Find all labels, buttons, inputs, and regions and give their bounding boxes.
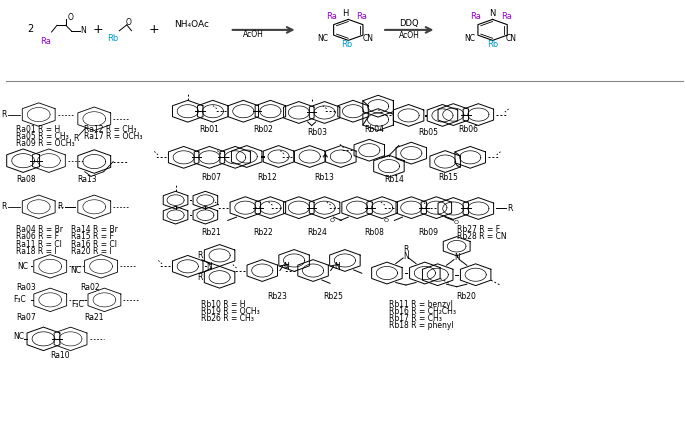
Text: +: + bbox=[149, 23, 159, 36]
Text: Rb10 R = H: Rb10 R = H bbox=[201, 300, 246, 308]
Text: Ra17 R = OCH₃: Ra17 R = OCH₃ bbox=[84, 132, 142, 141]
Text: Ra01 R = H: Ra01 R = H bbox=[16, 125, 60, 134]
Text: Ra10: Ra10 bbox=[50, 351, 70, 360]
Text: NC: NC bbox=[464, 34, 475, 43]
Text: CN: CN bbox=[506, 34, 516, 43]
Text: Rb26 R = CH₃: Rb26 R = CH₃ bbox=[201, 314, 254, 323]
Text: O: O bbox=[67, 13, 73, 22]
Text: Rb: Rb bbox=[340, 40, 352, 49]
Text: Ra18 R = I: Ra18 R = I bbox=[16, 247, 57, 256]
Text: Ra04 R = Br: Ra04 R = Br bbox=[16, 225, 63, 234]
Text: Ra07: Ra07 bbox=[16, 314, 36, 322]
Text: N: N bbox=[488, 9, 495, 19]
Text: Rb21: Rb21 bbox=[201, 228, 221, 237]
Text: Rb07: Rb07 bbox=[201, 173, 221, 182]
Text: Rb03: Rb03 bbox=[308, 128, 327, 137]
Text: Rb14: Rb14 bbox=[384, 175, 404, 184]
Text: R: R bbox=[57, 202, 62, 211]
Text: R: R bbox=[403, 245, 408, 254]
Text: CN: CN bbox=[362, 34, 373, 43]
Text: Rb08: Rb08 bbox=[364, 228, 384, 237]
Text: Rb22: Rb22 bbox=[253, 228, 273, 237]
Text: Rb24: Rb24 bbox=[308, 228, 327, 237]
Text: Rb01: Rb01 bbox=[199, 125, 219, 134]
Text: F₃C: F₃C bbox=[71, 300, 84, 308]
Text: Ra12 R = CH₃: Ra12 R = CH₃ bbox=[84, 125, 136, 134]
Text: N: N bbox=[81, 26, 86, 35]
Text: N: N bbox=[207, 262, 212, 271]
Text: Ra11 R = Cl: Ra11 R = Cl bbox=[16, 240, 62, 249]
Text: Ra21: Ra21 bbox=[84, 314, 103, 322]
Text: NC: NC bbox=[13, 332, 24, 341]
Text: Rb04: Rb04 bbox=[364, 125, 384, 134]
Text: Ra03: Ra03 bbox=[16, 283, 36, 292]
Text: NC: NC bbox=[17, 262, 28, 271]
Text: Rb05: Rb05 bbox=[418, 128, 438, 137]
Text: N: N bbox=[403, 252, 409, 261]
Text: N: N bbox=[334, 262, 340, 271]
Text: Ra05 R = CH₃: Ra05 R = CH₃ bbox=[16, 132, 69, 141]
Text: NH₄OAc: NH₄OAc bbox=[174, 20, 209, 29]
Text: Ra15 R = F: Ra15 R = F bbox=[71, 233, 114, 241]
Text: Ra: Ra bbox=[356, 11, 366, 21]
Text: Ra20 R = I: Ra20 R = I bbox=[71, 247, 111, 256]
Text: Rb15: Rb15 bbox=[438, 173, 458, 182]
Text: R: R bbox=[197, 273, 203, 282]
Text: Rb17 R = CH₃: Rb17 R = CH₃ bbox=[389, 314, 442, 323]
Text: N: N bbox=[453, 254, 460, 262]
Text: Ra: Ra bbox=[326, 11, 337, 21]
Text: Ra09 R = OCH₃: Ra09 R = OCH₃ bbox=[16, 139, 75, 148]
Text: DDQ: DDQ bbox=[399, 19, 419, 28]
Text: R: R bbox=[1, 110, 6, 119]
Text: Ra06 R = F: Ra06 R = F bbox=[16, 233, 60, 241]
Text: F₃C: F₃C bbox=[13, 295, 26, 304]
Text: +: + bbox=[92, 23, 103, 36]
Text: Ra02: Ra02 bbox=[81, 283, 100, 292]
Text: O: O bbox=[454, 219, 459, 225]
Text: Rb25: Rb25 bbox=[323, 292, 343, 301]
Text: N: N bbox=[284, 262, 289, 271]
Text: Ra: Ra bbox=[501, 11, 512, 21]
Text: Rb27 R = F: Rb27 R = F bbox=[457, 225, 500, 234]
Text: R: R bbox=[1, 202, 6, 211]
Text: Ra08: Ra08 bbox=[16, 175, 36, 184]
Text: Rb28 R = CN: Rb28 R = CN bbox=[457, 233, 506, 241]
Text: Ra16 R = Cl: Ra16 R = Cl bbox=[71, 240, 116, 249]
Text: O: O bbox=[384, 218, 389, 223]
Text: Rb11 R = benzyl: Rb11 R = benzyl bbox=[389, 300, 453, 308]
Text: O: O bbox=[329, 218, 335, 223]
Text: Rb06: Rb06 bbox=[459, 125, 479, 134]
Text: Rb13: Rb13 bbox=[314, 173, 334, 182]
Text: Ra14 R = Br: Ra14 R = Br bbox=[71, 225, 117, 234]
Text: O: O bbox=[125, 18, 131, 27]
Text: Ra: Ra bbox=[40, 37, 51, 46]
Text: Rb12: Rb12 bbox=[257, 173, 277, 182]
Text: R: R bbox=[73, 133, 79, 143]
Text: Rb: Rb bbox=[108, 34, 119, 43]
Text: Rb23: Rb23 bbox=[267, 292, 287, 301]
Text: NC: NC bbox=[71, 266, 82, 276]
Text: Rb20: Rb20 bbox=[457, 292, 477, 301]
Text: Rb: Rb bbox=[487, 40, 498, 49]
Text: R: R bbox=[197, 251, 203, 260]
Text: Rb18 R = phenyl: Rb18 R = phenyl bbox=[389, 321, 453, 330]
Text: Ra13: Ra13 bbox=[77, 175, 97, 184]
Text: AcOH: AcOH bbox=[243, 30, 264, 39]
Text: Rb19 R = OCH₃: Rb19 R = OCH₃ bbox=[201, 307, 260, 316]
Text: 2: 2 bbox=[27, 24, 33, 34]
Text: Rb02: Rb02 bbox=[253, 125, 273, 134]
Text: AcOH: AcOH bbox=[399, 31, 420, 40]
Text: Rb09: Rb09 bbox=[418, 228, 438, 237]
Text: Ra: Ra bbox=[470, 11, 481, 21]
Text: Rb16 R = CH₂CH₃: Rb16 R = CH₂CH₃ bbox=[389, 307, 456, 316]
Text: NC: NC bbox=[318, 34, 329, 43]
Text: R: R bbox=[508, 204, 513, 213]
Text: H: H bbox=[342, 8, 348, 18]
